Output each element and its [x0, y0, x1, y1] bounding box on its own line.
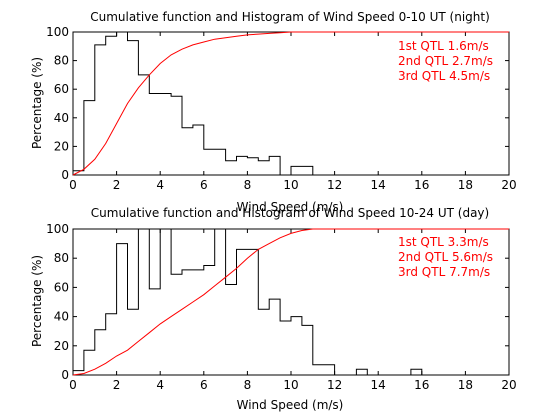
x-tick-label: 6: [200, 178, 208, 192]
x-axis-label: Wind Speed (m/s): [237, 398, 344, 412]
histogram-series: [73, 31, 509, 176]
x-tick-label: 20: [501, 378, 516, 392]
x-tick-label: 14: [371, 178, 386, 192]
chart-title: Cumulative function and Histogram of Win…: [90, 10, 490, 24]
annotation-q1: 1st QTL 1.6m/s: [398, 39, 489, 53]
x-tick-label: 10: [283, 378, 298, 392]
subplot-night: Cumulative function and Histogram of Win…: [30, 10, 517, 214]
cumulative-series: [72, 228, 509, 376]
y-axis-label: Percentage (%): [30, 255, 44, 347]
y-tick-label: 80: [54, 251, 69, 265]
x-tick-label: 16: [414, 378, 429, 392]
annotation-q2: 2nd QTL 5.6m/s: [398, 250, 493, 264]
x-tick-label: 2: [113, 378, 121, 392]
y-tick-label: 100: [46, 25, 69, 39]
y-tick-label: 60: [54, 82, 69, 96]
x-tick-label: 4: [156, 378, 164, 392]
y-tick-label: 0: [61, 168, 69, 182]
x-tick-label: 2: [113, 178, 121, 192]
subplot-day: Cumulative function and Histogram of Win…: [30, 206, 517, 412]
y-tick-label: 20: [54, 339, 69, 353]
annotation-q1: 1st QTL 3.3m/s: [398, 235, 489, 249]
x-tick-label: 0: [69, 378, 77, 392]
histogram-series: [73, 228, 509, 376]
y-tick-label: 40: [54, 310, 69, 324]
chart-title: Cumulative function and Histogram of Win…: [91, 206, 489, 220]
x-tick-label: 18: [458, 378, 473, 392]
x-tick-label: 10: [283, 178, 298, 192]
annotation-q3: 3rd QTL 4.5m/s: [398, 69, 490, 83]
x-tick-label: 14: [371, 378, 386, 392]
cumulative-series: [72, 31, 509, 176]
x-tick-label: 4: [156, 178, 164, 192]
y-tick-label: 60: [54, 280, 69, 294]
x-tick-label: 0: [69, 178, 77, 192]
x-tick-label: 8: [244, 178, 252, 192]
x-tick-label: 12: [327, 378, 342, 392]
x-tick-label: 12: [327, 178, 342, 192]
x-tick-label: 6: [200, 378, 208, 392]
x-axis-label: Wind Speed (m/s): [237, 200, 344, 214]
y-tick-label: 40: [54, 111, 69, 125]
x-tick-label: 20: [501, 178, 516, 192]
x-tick-label: 18: [458, 178, 473, 192]
x-tick-label: 16: [414, 178, 429, 192]
x-tick-label: 8: [244, 378, 252, 392]
y-tick-label: 100: [46, 222, 69, 236]
y-tick-label: 80: [54, 54, 69, 68]
annotation-q2: 2nd QTL 2.7m/s: [398, 54, 493, 68]
y-axis-label: Percentage (%): [30, 57, 44, 149]
y-tick-label: 20: [54, 139, 69, 153]
y-tick-label: 0: [61, 368, 69, 382]
annotation-q3: 3rd QTL 7.7m/s: [398, 265, 490, 279]
